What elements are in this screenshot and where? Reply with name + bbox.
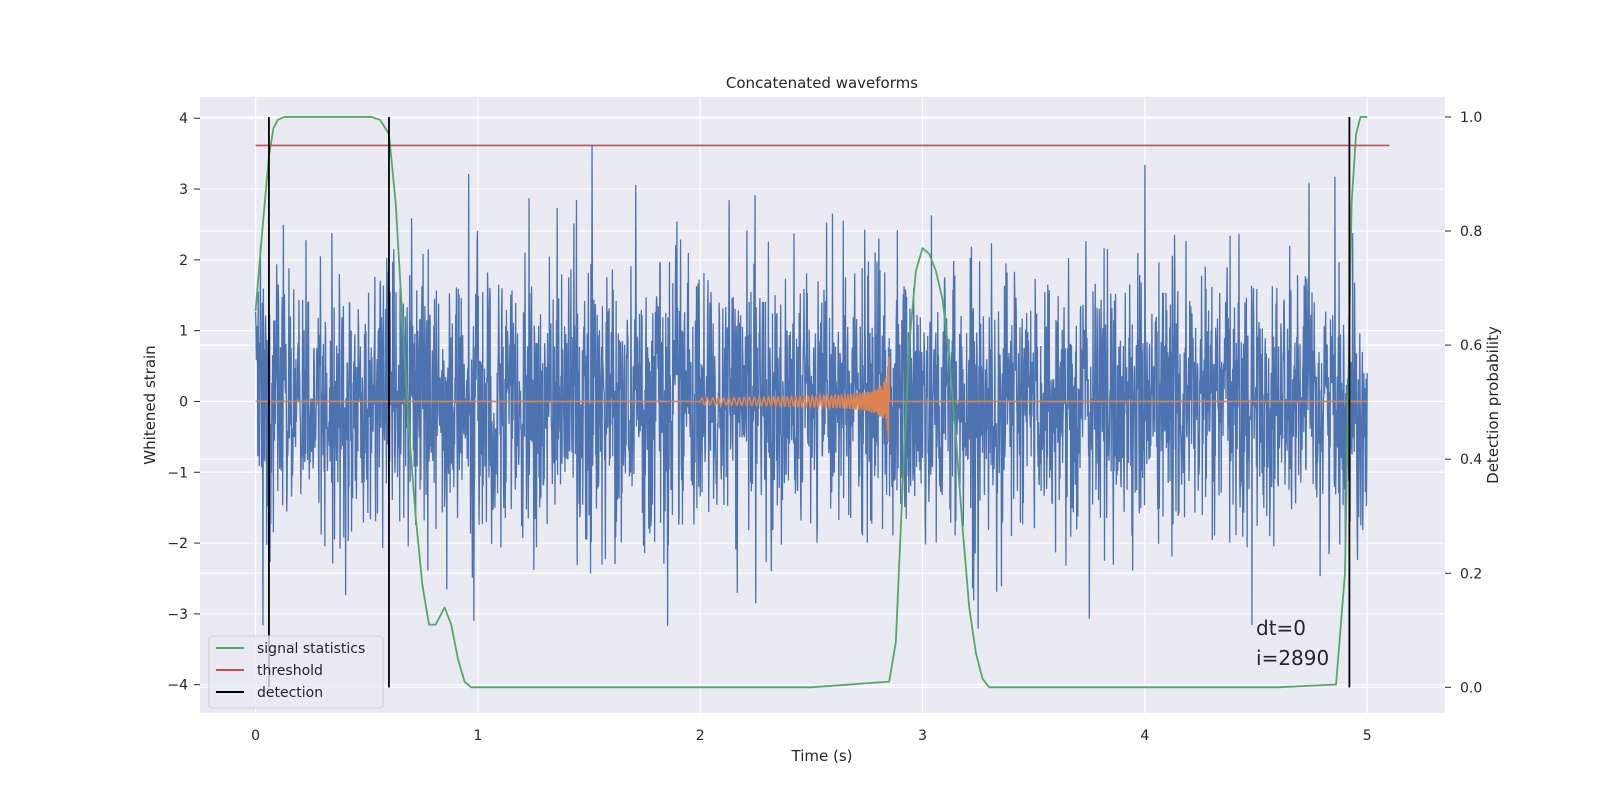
y-axis-label: Whitened strain xyxy=(141,345,159,464)
detection-series xyxy=(268,116,1351,688)
y-tick-label: −2 xyxy=(167,536,188,552)
legend-box xyxy=(208,635,384,709)
x-tick-label: 5 xyxy=(1363,728,1372,744)
legend-label-signal-statistics: signal statistics xyxy=(257,641,365,657)
noise-line xyxy=(254,145,1368,629)
y2-tick-label: 0.0 xyxy=(1460,680,1482,696)
y-tick-label: 3 xyxy=(179,182,188,198)
y-tick-label: −4 xyxy=(167,678,188,694)
y-tick-label: −3 xyxy=(167,607,188,623)
y-tick-label: 0 xyxy=(179,394,188,410)
y-tick-label: 2 xyxy=(179,253,188,269)
x-tick-label: 1 xyxy=(473,728,482,744)
x-tick-label: 0 xyxy=(251,728,260,744)
x-tick-label: 4 xyxy=(1140,728,1149,744)
y-tick-label: −1 xyxy=(167,465,188,481)
x-tick-label: 2 xyxy=(696,728,705,744)
y2-tick-label: 0.8 xyxy=(1460,224,1482,240)
x-tick-label: 3 xyxy=(918,728,927,744)
y2-tick-label: 0.2 xyxy=(1460,566,1482,582)
legend-label-detection: detection xyxy=(257,685,323,701)
noise-series xyxy=(254,145,1368,629)
chirp-series xyxy=(255,356,1368,443)
x-axis-label: Time (s) xyxy=(791,747,853,765)
chart-title: Concatenated waveforms xyxy=(726,74,918,92)
chirp-line xyxy=(255,356,1368,443)
y2-tick-label: 0.4 xyxy=(1460,452,1482,468)
signal-statistics-series xyxy=(254,116,1368,689)
signal-statistics-line xyxy=(254,116,1368,689)
y-tick-label: 4 xyxy=(179,111,188,127)
y2-tick-label: 1.0 xyxy=(1460,110,1482,126)
y2-axis-label: Detection probability xyxy=(1484,326,1502,484)
legend-label-threshold: threshold xyxy=(257,663,323,679)
y2-tick-label: 0.6 xyxy=(1460,338,1482,354)
y-tick-label: 1 xyxy=(179,324,188,340)
legend: signal statistics threshold detection xyxy=(208,635,384,709)
annotation-index: i=2890 xyxy=(1256,646,1329,670)
annotation-dt: dt=0 xyxy=(1256,616,1306,640)
tick-layer: 0 1 2 3 4 5 −4 −3 −2 −1 0 1 2 3 4 0.0 0.2 0.4 0.6 0.8 1.0 xyxy=(167,110,1482,744)
